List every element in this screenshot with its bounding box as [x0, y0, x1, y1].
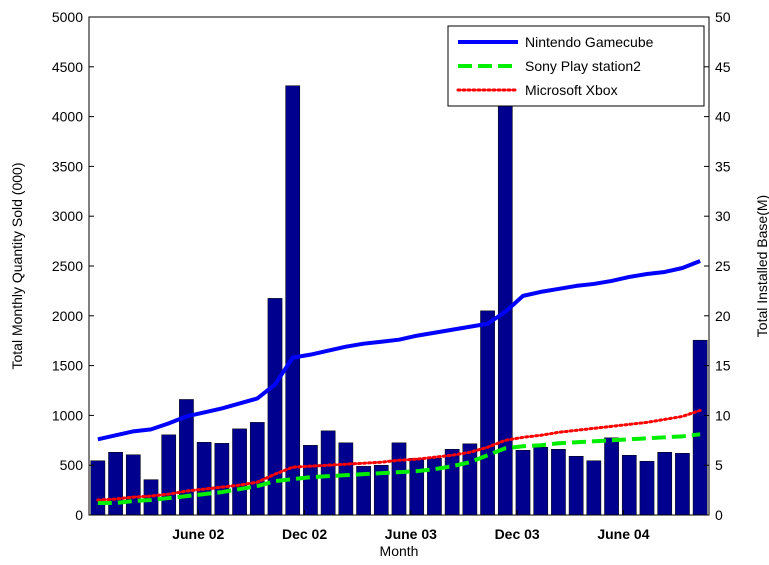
x-tick-label: Dec 03	[495, 526, 540, 542]
bar	[90, 460, 106, 516]
left-axis-ticks: 0 500 1000 1500 2000 2500 3000 3500 4000 4500 5000	[52, 9, 94, 523]
x-axis-label: Month	[380, 543, 419, 559]
bar	[621, 454, 637, 516]
bar	[285, 85, 301, 516]
left-tick-label: 500	[60, 457, 84, 473]
bar	[161, 434, 177, 516]
right-tick-label: 10	[715, 407, 731, 423]
x-tick-label: June 03	[385, 526, 437, 542]
left-tick-label: 3500	[52, 158, 83, 174]
left-axis-label: Total Monthly Quantity Sold (000)	[9, 163, 25, 370]
legend-label-xbox: Microsoft Xbox	[525, 82, 618, 98]
bar	[249, 422, 265, 516]
legend-label-ps2: Sony Play station2	[525, 58, 641, 74]
right-tick-label: 25	[715, 258, 731, 274]
bar	[604, 437, 619, 516]
left-tick-label: 0	[75, 507, 83, 523]
bar	[196, 442, 212, 516]
bar	[586, 460, 602, 516]
left-tick-label: 2000	[52, 308, 83, 324]
series-lines	[96, 259, 702, 506]
right-tick-label: 20	[715, 308, 731, 324]
bar	[108, 452, 123, 516]
left-tick-label: 4000	[52, 109, 83, 125]
left-tick-label: 5000	[52, 9, 83, 25]
bar	[320, 430, 336, 516]
left-tick-label: 4500	[52, 59, 83, 75]
bar	[692, 339, 708, 516]
bar	[639, 460, 655, 516]
right-axis-label: Total Installed Base(M)	[754, 195, 769, 337]
left-tick-label: 1500	[52, 358, 83, 374]
left-tick-label: 1000	[52, 407, 83, 423]
bar	[409, 457, 425, 516]
right-tick-label: 50	[715, 9, 731, 25]
series-line	[97, 259, 701, 442]
series-line	[96, 408, 702, 502]
x-tick-label: June 02	[172, 526, 224, 542]
bar	[657, 452, 673, 516]
bar	[125, 454, 141, 516]
x-tick-label: Dec 02	[282, 526, 327, 542]
bar	[143, 479, 159, 516]
bar	[480, 310, 495, 516]
legend: Nintendo Gamecube Sony Play station2 Mic…	[447, 25, 705, 107]
bar	[533, 447, 549, 516]
x-axis-ticks: June 02 Dec 02 June 03 Dec 03 June 04	[172, 510, 650, 542]
series-line	[97, 432, 701, 506]
bar	[568, 455, 584, 516]
bar	[551, 449, 566, 516]
x-tick-label: June 04	[597, 526, 649, 542]
left-tick-label: 2500	[52, 258, 83, 274]
right-tick-label: 0	[715, 507, 723, 523]
bar	[675, 453, 690, 516]
right-tick-label: 30	[715, 208, 731, 224]
right-tick-label: 40	[715, 109, 731, 125]
right-tick-label: 35	[715, 158, 731, 174]
legend-label-gamecube: Nintendo Gamecube	[525, 34, 654, 50]
bar	[391, 442, 407, 516]
right-tick-label: 45	[715, 59, 731, 75]
bar	[303, 445, 318, 516]
left-tick-label: 3000	[52, 208, 83, 224]
right-tick-label: 5	[715, 457, 723, 473]
bar	[214, 443, 230, 516]
right-tick-label: 15	[715, 358, 731, 374]
bar	[515, 450, 531, 516]
bar	[232, 428, 247, 516]
bar	[338, 442, 354, 516]
right-axis-ticks: 0 5 10 15 20 25 30 35 40 45 50	[704, 9, 731, 523]
bar	[444, 449, 460, 516]
